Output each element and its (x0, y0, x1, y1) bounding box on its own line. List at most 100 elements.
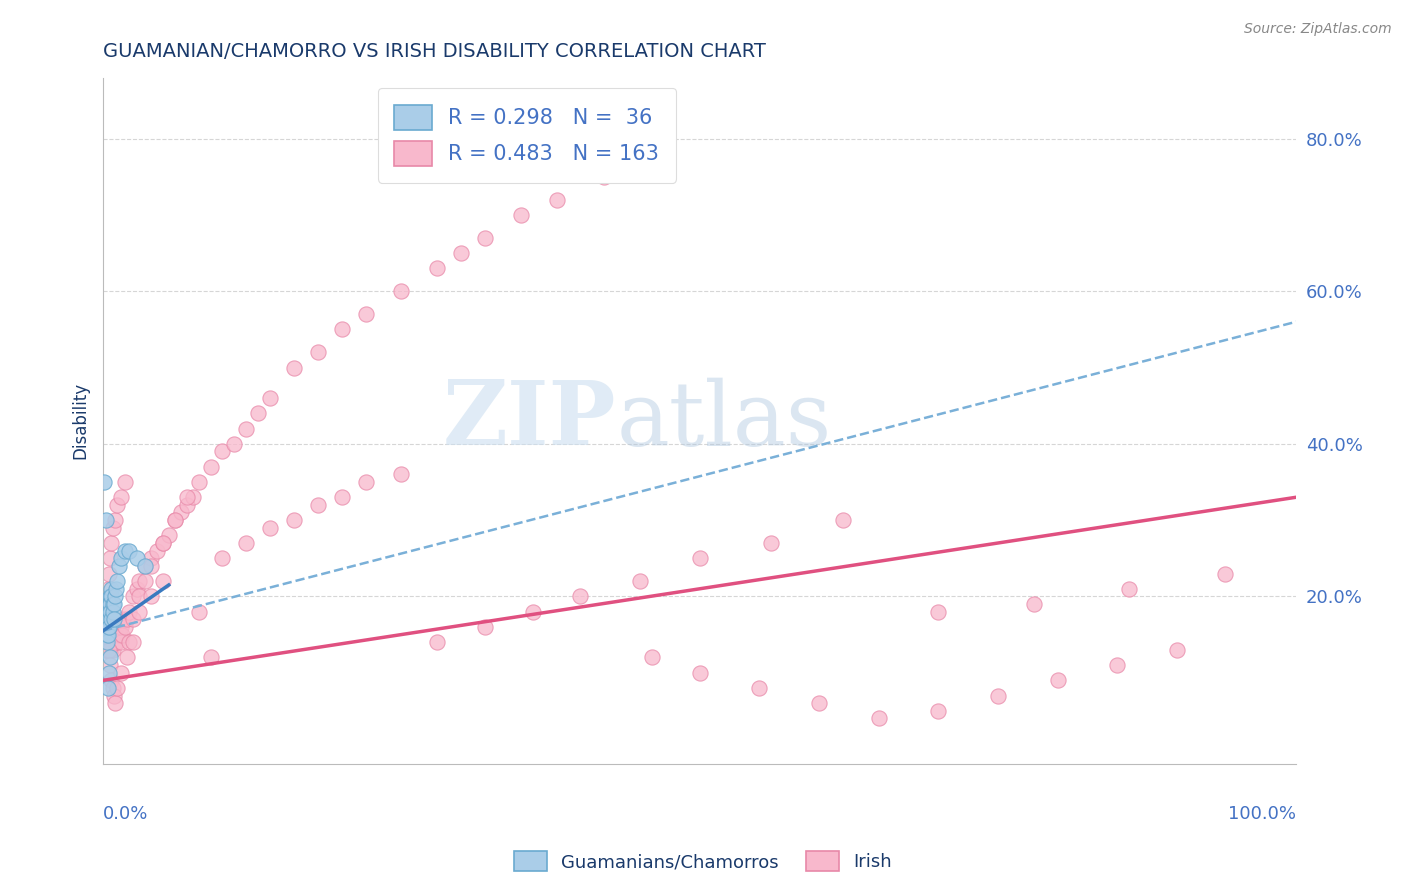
Point (98, 635, 121, 649)
Point (94, 513, 117, 527)
Point (110, 620, 132, 634)
Point (107, 620, 129, 634)
Point (101, 627, 124, 641)
Point (98, 635, 121, 649)
Point (868, 711, 890, 725)
Point (134, 558, 156, 573)
Point (114, 543, 136, 558)
Point (100, 612, 122, 626)
Point (101, 597, 124, 611)
Point (235, 421, 257, 435)
Point (118, 543, 141, 558)
Point (110, 635, 132, 649)
Point (569, 590, 592, 604)
Point (474, 231, 496, 245)
Point (98, 643, 121, 657)
Point (107, 498, 129, 512)
Point (134, 558, 156, 573)
Point (100, 643, 122, 657)
Point (94, 643, 117, 657)
Point (96, 643, 118, 657)
Point (354, 307, 377, 321)
Point (94, 627, 117, 641)
Point (391, 467, 413, 482)
Point (93, 620, 115, 634)
Point (139, 551, 162, 566)
Point (641, 650, 664, 665)
Legend: Guamanians/Chamorros, Irish: Guamanians/Chamorros, Irish (508, 844, 898, 879)
Point (98, 551, 121, 566)
Point (118, 605, 141, 619)
Point (97, 643, 120, 657)
Point (1213, 566, 1236, 581)
Point (96, 612, 118, 626)
Point (107, 627, 129, 641)
Point (98, 590, 121, 604)
Point (97, 627, 120, 641)
Point (104, 627, 127, 641)
Point (176, 490, 198, 504)
Point (97, 582, 120, 596)
Point (1118, 582, 1140, 596)
Point (831, 513, 853, 527)
Point (101, 605, 124, 619)
Point (97, 620, 120, 634)
Point (94, 635, 117, 649)
Point (98, 650, 121, 665)
Point (689, 665, 711, 680)
Point (152, 536, 174, 550)
Point (157, 528, 180, 542)
Point (98, 643, 121, 657)
Point (100, 620, 122, 634)
Point (139, 558, 162, 573)
Point (689, 551, 711, 566)
Point (107, 681, 129, 695)
Point (96, 627, 118, 641)
Point (110, 490, 132, 504)
Point (125, 551, 148, 566)
Point (100, 673, 122, 688)
Point (94, 635, 117, 649)
Point (110, 551, 132, 566)
Point (391, 284, 413, 298)
Point (98, 627, 121, 641)
Point (97, 612, 120, 626)
Point (96, 635, 118, 649)
Point (97, 681, 120, 695)
Point (103, 597, 125, 611)
Point (426, 635, 449, 649)
Point (115, 650, 138, 665)
Point (307, 498, 329, 512)
Point (96, 635, 118, 649)
Point (104, 513, 127, 527)
Point (1046, 673, 1069, 688)
Point (100, 627, 122, 641)
Point (100, 582, 122, 596)
Point (181, 490, 204, 504)
Point (1166, 643, 1188, 657)
Point (118, 635, 141, 649)
Point (108, 627, 131, 641)
Point (761, 536, 783, 550)
Point (103, 689, 125, 703)
Point (93, 635, 115, 649)
Point (97, 620, 120, 634)
Point (987, 689, 1010, 703)
Point (1022, 597, 1045, 611)
Point (94, 643, 117, 657)
Point (474, 620, 496, 634)
Point (103, 635, 125, 649)
Point (100, 590, 122, 604)
Point (98, 643, 121, 657)
Point (546, 193, 568, 207)
Point (283, 360, 305, 375)
Point (259, 391, 281, 405)
Point (98, 605, 121, 619)
Point (93, 475, 115, 489)
Point (107, 635, 129, 649)
Point (98, 627, 121, 641)
Point (128, 590, 150, 604)
Point (103, 627, 125, 641)
Point (96, 627, 118, 641)
Point (98, 627, 121, 641)
